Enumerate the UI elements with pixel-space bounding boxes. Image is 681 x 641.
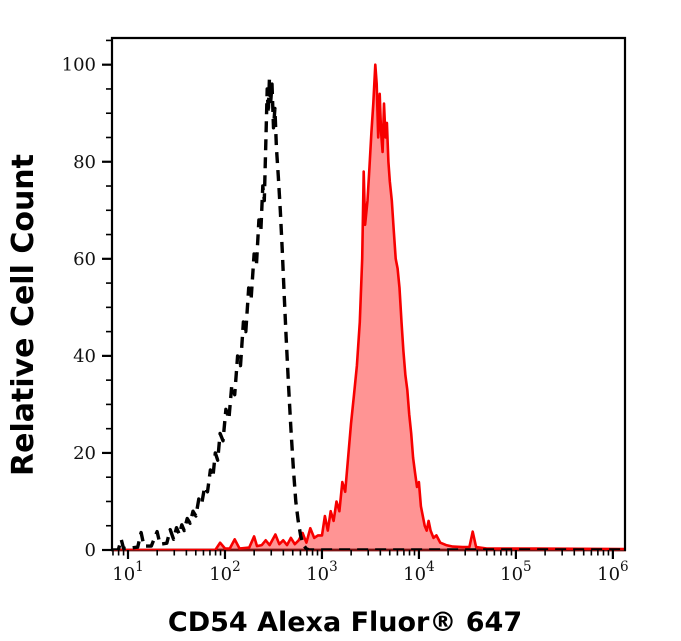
cd54-curve [112, 63, 625, 550]
curves-layer [112, 63, 625, 550]
axes-layer [110, 36, 627, 551]
x-tick-label: 102 [209, 559, 241, 585]
y-tick-label: 60 [73, 249, 96, 270]
tick-labels-layer: 0 20 40 60 80 100 101 102 103 104 105 106 [62, 55, 629, 585]
x-tick-label: 105 [500, 559, 532, 585]
y-tick-label: 40 [73, 346, 96, 367]
y-tick-label: 100 [62, 55, 96, 76]
x-axis-title: CD54 Alexa Fluor® 647 [168, 607, 522, 638]
x-tick-label: 104 [403, 559, 435, 585]
x-tick-label: 103 [306, 559, 338, 585]
y-tick-label: 0 [85, 540, 96, 561]
x-tick-label: 106 [597, 559, 629, 585]
plot-border [110, 36, 627, 551]
ticks-layer [102, 39, 614, 559]
cd54-area-fill [112, 64, 625, 550]
y-tick-label: 80 [73, 152, 96, 173]
y-tick-label: 20 [73, 443, 96, 464]
series-layer [112, 64, 625, 550]
x-tick-label: 101 [112, 559, 144, 585]
control-curve [112, 77, 625, 550]
y-axis-title: Relative Cell Count [6, 154, 41, 476]
